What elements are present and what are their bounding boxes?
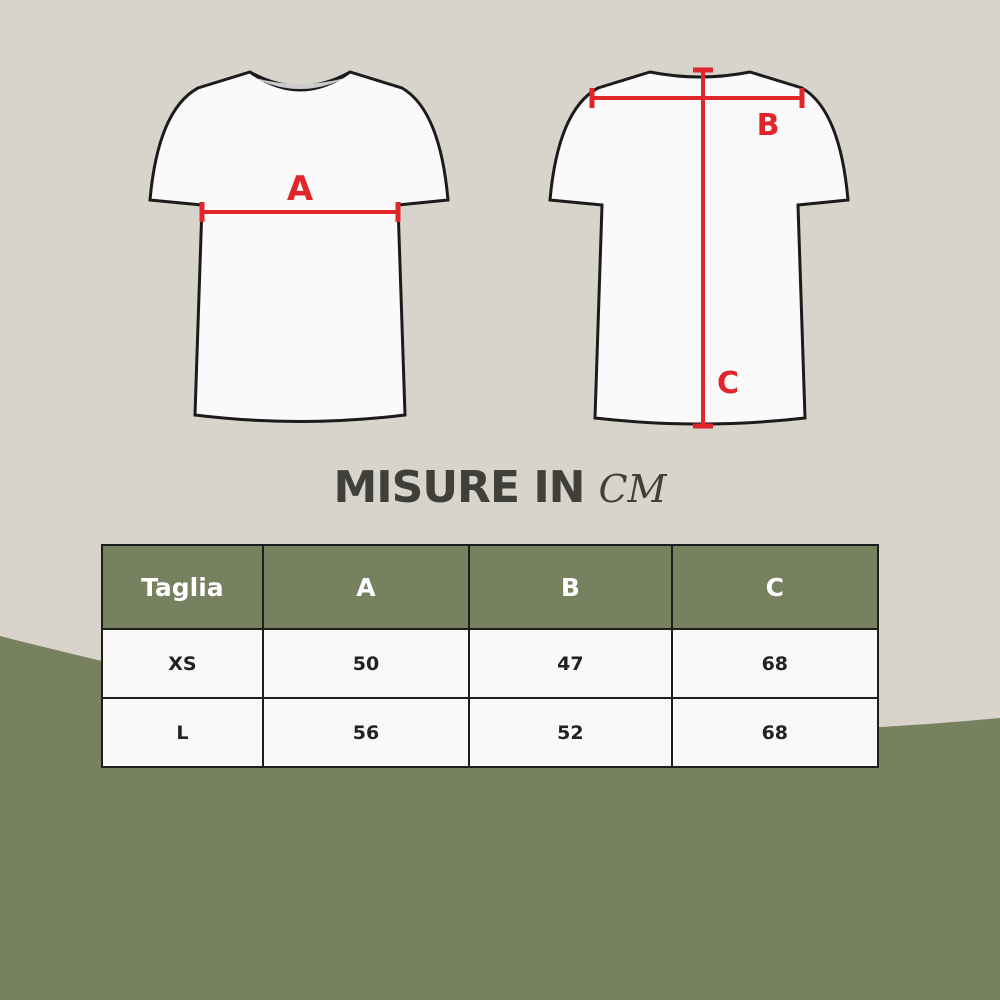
table-row: L 56 52 68 [101, 697, 880, 768]
size-table: Taglia A B C XS 50 47 68 L 56 52 68 [101, 544, 880, 768]
header-b: B [468, 544, 673, 630]
front-tshirt-diagram: A [148, 70, 450, 423]
size-chart-title: MISURE IN CM [0, 462, 1000, 513]
measure-label-c: C [717, 366, 739, 401]
title-main: MISURE IN [333, 462, 585, 513]
cell-a: 50 [261, 628, 471, 699]
cell-c: 68 [670, 628, 880, 699]
header-c: C [670, 544, 880, 630]
table-header-row: Taglia A B C [101, 544, 880, 630]
table-row: XS 50 47 68 [101, 628, 880, 699]
cell-b: 47 [468, 628, 673, 699]
cell-size: L [101, 697, 264, 768]
title-unit: CM [598, 467, 667, 511]
back-tshirt-diagram: B C [548, 67, 850, 429]
measure-label-b: B [757, 108, 780, 143]
header-size: Taglia [101, 544, 264, 630]
cell-a: 56 [261, 697, 471, 768]
cell-c: 68 [670, 697, 880, 768]
cell-b: 52 [468, 697, 673, 768]
measure-label-a: A [287, 169, 314, 209]
header-a: A [261, 544, 471, 630]
cell-size: XS [101, 628, 264, 699]
